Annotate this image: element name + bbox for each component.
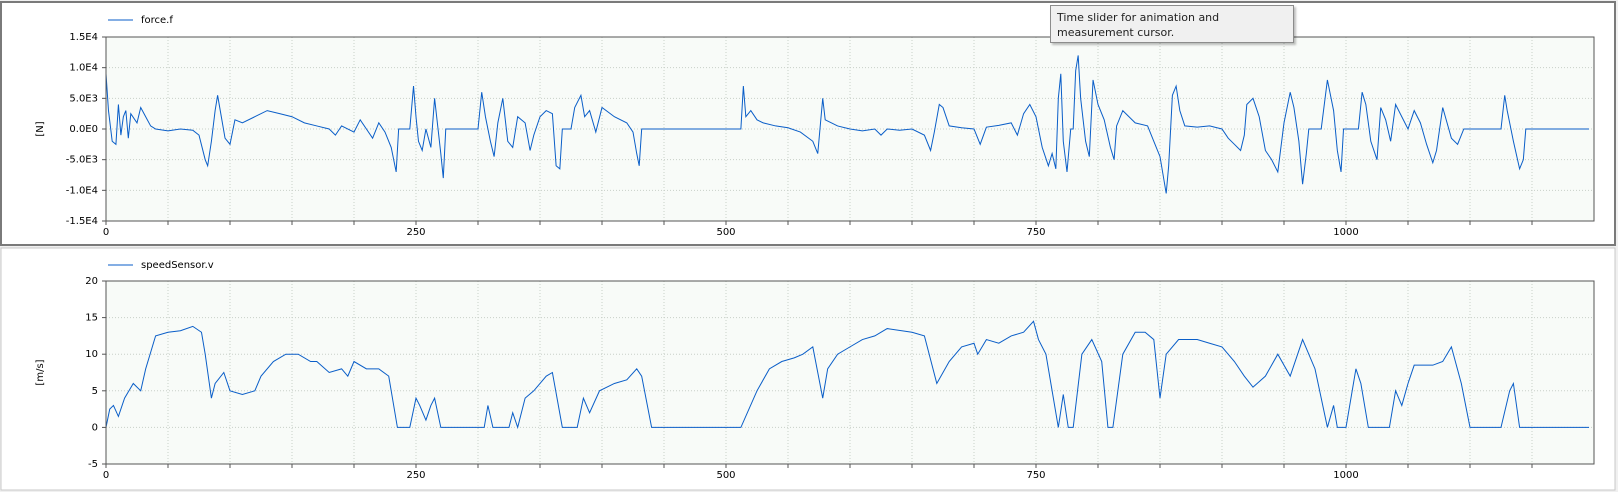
x-tick-label: 250 (406, 470, 425, 481)
x-tick-label: 0 (103, 227, 109, 238)
data-line (105, 320, 1590, 430)
x-tick-label: 750 (1026, 227, 1045, 238)
x-tick-label: 500 (716, 227, 735, 238)
data-line (105, 55, 1590, 194)
y-tick-label: 20 (85, 276, 98, 287)
x-tick-label: 750 (1026, 470, 1045, 481)
tooltip: Time slider for animation and measuremen… (1050, 5, 1294, 43)
y-tick-label: 1.5E4 (69, 32, 98, 43)
legend-label: speedSensor.v (141, 260, 214, 271)
plot-frame (105, 280, 1595, 465)
y-tick-label: 1.0E4 (69, 63, 98, 74)
plot-frame (105, 36, 1595, 222)
y-axis-label: [m/s] (35, 359, 46, 385)
y-tick-label: 5 (92, 386, 98, 397)
y-tick-label: 10 (85, 349, 98, 360)
x-tick-label: 1000 (1333, 227, 1358, 238)
y-tick-label: -1.0E4 (66, 185, 98, 196)
x-tick-label: 1000 (1333, 470, 1358, 481)
legend-label: force.f (141, 15, 173, 26)
x-tick-label: 250 (406, 227, 425, 238)
y-tick-label: -1.5E4 (66, 216, 98, 227)
x-tick-label: 0 (103, 470, 109, 481)
y-tick-label: 0.0E0 (69, 124, 98, 135)
x-tick-label: 500 (716, 470, 735, 481)
y-tick-label: -5 (88, 459, 98, 470)
y-tick-label: 15 (85, 313, 98, 324)
y-axis-label: [N] (35, 121, 46, 136)
y-tick-label: 5.0E3 (69, 93, 98, 104)
y-tick-label: -5.0E3 (66, 155, 98, 166)
y-tick-label: 0 (92, 422, 98, 433)
